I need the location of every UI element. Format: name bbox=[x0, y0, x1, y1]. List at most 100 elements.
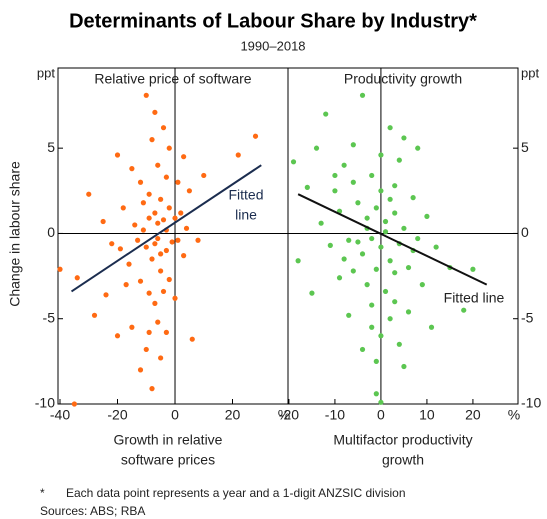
point bbox=[137, 278, 144, 284]
point bbox=[158, 251, 164, 257]
x-tick-label: 20 bbox=[465, 407, 481, 423]
point bbox=[318, 220, 324, 226]
point bbox=[252, 133, 259, 139]
point bbox=[405, 309, 412, 315]
point bbox=[120, 205, 126, 211]
point bbox=[152, 210, 158, 216]
point bbox=[364, 282, 370, 288]
point bbox=[160, 217, 167, 223]
point bbox=[114, 333, 121, 339]
y-unit: ppt bbox=[37, 65, 55, 80]
point bbox=[146, 329, 152, 335]
fitted-line-label: line bbox=[235, 207, 257, 223]
point bbox=[382, 218, 389, 225]
point bbox=[152, 241, 158, 247]
point bbox=[126, 261, 132, 267]
point bbox=[355, 239, 361, 245]
point bbox=[158, 355, 164, 361]
x-unit: % bbox=[508, 407, 520, 423]
point bbox=[152, 109, 158, 115]
chart-title: Determinants of Labour Share by Industry… bbox=[69, 10, 477, 32]
point bbox=[355, 200, 361, 206]
point bbox=[129, 166, 135, 172]
point bbox=[169, 239, 175, 245]
x-axis-label: software prices bbox=[121, 452, 215, 468]
point bbox=[387, 258, 393, 264]
point bbox=[163, 247, 169, 254]
plot-frame bbox=[57, 67, 289, 405]
point bbox=[132, 222, 138, 228]
point bbox=[313, 145, 320, 151]
point bbox=[163, 329, 169, 335]
x-axis-label: Multifactor productivity bbox=[333, 432, 472, 448]
point bbox=[415, 235, 421, 242]
point bbox=[346, 237, 352, 243]
point bbox=[364, 215, 370, 221]
point bbox=[155, 162, 161, 168]
y-axis-label: Change in labour share bbox=[7, 161, 23, 307]
point bbox=[146, 215, 152, 221]
fitted-line bbox=[297, 193, 488, 286]
point bbox=[181, 253, 187, 259]
point bbox=[373, 205, 379, 211]
y-tick-label: -5 bbox=[521, 309, 534, 325]
point bbox=[149, 137, 155, 143]
point bbox=[378, 333, 384, 339]
point bbox=[304, 184, 310, 190]
chart-subtitle: 1990–2018 bbox=[240, 38, 305, 53]
point bbox=[155, 235, 161, 242]
point bbox=[295, 258, 301, 264]
x-tick-label: 0 bbox=[171, 407, 179, 423]
point bbox=[149, 386, 155, 392]
point bbox=[401, 135, 407, 141]
point bbox=[140, 227, 146, 233]
point bbox=[103, 292, 109, 298]
y-tick-label: 5 bbox=[521, 139, 529, 155]
point bbox=[415, 145, 421, 151]
point bbox=[71, 401, 77, 407]
point bbox=[100, 218, 106, 225]
point bbox=[140, 200, 146, 206]
point bbox=[137, 179, 144, 185]
point bbox=[392, 270, 398, 276]
y-tick-label: 0 bbox=[47, 224, 55, 240]
sources: Sources: ABS; RBA bbox=[40, 504, 145, 518]
point bbox=[117, 246, 123, 252]
point bbox=[178, 210, 184, 216]
point bbox=[160, 125, 167, 131]
x-axis-label: Growth in relative bbox=[114, 432, 223, 448]
point bbox=[152, 300, 158, 306]
x-tick-label: 0 bbox=[377, 407, 385, 423]
point bbox=[175, 179, 181, 185]
y-unit: ppt bbox=[521, 65, 539, 80]
x-tick-label: -20 bbox=[107, 407, 127, 423]
point bbox=[309, 290, 315, 296]
point bbox=[143, 244, 149, 250]
point bbox=[369, 302, 375, 308]
point bbox=[158, 196, 164, 202]
point bbox=[74, 275, 80, 281]
point bbox=[401, 225, 407, 231]
point bbox=[146, 191, 152, 197]
point bbox=[155, 319, 161, 325]
point bbox=[369, 324, 375, 330]
point bbox=[86, 191, 92, 197]
y-tick-label: -10 bbox=[35, 395, 55, 411]
x-tick-label: -20 bbox=[279, 407, 299, 423]
point bbox=[149, 256, 155, 262]
point bbox=[396, 341, 402, 347]
point bbox=[166, 145, 172, 151]
point bbox=[382, 229, 389, 235]
point bbox=[109, 241, 115, 247]
point bbox=[189, 336, 195, 342]
point bbox=[327, 242, 333, 248]
fitted-line-label: Fitted bbox=[228, 187, 263, 203]
point bbox=[378, 188, 384, 194]
point bbox=[350, 268, 356, 274]
point bbox=[470, 266, 476, 272]
point bbox=[419, 282, 425, 288]
point bbox=[186, 188, 192, 194]
point bbox=[290, 159, 297, 165]
x-unit: % bbox=[278, 407, 290, 423]
